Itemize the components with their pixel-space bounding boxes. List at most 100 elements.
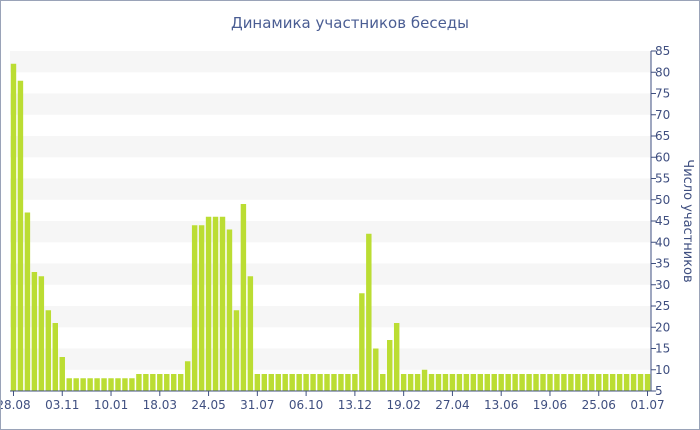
bar	[219, 216, 226, 391]
bar	[275, 374, 281, 391]
bar	[540, 374, 546, 391]
bar	[609, 374, 616, 391]
bar	[129, 378, 135, 391]
y-axis-label: Число участников	[680, 159, 695, 282]
y-tick-label: 80	[655, 65, 670, 79]
bar	[122, 378, 128, 391]
bar	[554, 374, 560, 391]
bar	[303, 374, 309, 391]
y-tick-label: 60	[655, 150, 670, 164]
x-tick-label: 10.01	[94, 398, 128, 412]
bar	[414, 374, 421, 391]
x-tick-label: 19.02	[386, 398, 420, 412]
bar	[226, 229, 233, 391]
bar	[505, 374, 511, 391]
bar	[387, 340, 393, 391]
y-tick-label: 65	[655, 129, 670, 143]
grid-band	[10, 51, 651, 73]
bar	[80, 378, 86, 391]
bar	[205, 216, 212, 391]
x-tick-label: 31.07	[240, 398, 274, 412]
x-tick-label: 06.10	[289, 398, 323, 412]
bar	[568, 374, 574, 391]
bar	[589, 374, 595, 391]
bar	[38, 276, 45, 391]
bar	[630, 374, 637, 391]
chart-title: Динамика участников беседы	[231, 14, 469, 32]
bar	[575, 374, 581, 391]
bar	[400, 374, 407, 391]
bar	[282, 374, 288, 391]
bar	[254, 374, 261, 391]
grid-bands	[10, 51, 651, 370]
bar	[240, 204, 247, 391]
bar	[547, 374, 553, 391]
bar	[73, 378, 79, 391]
bar	[331, 374, 337, 391]
bar	[24, 212, 31, 391]
bar	[345, 374, 351, 391]
bar	[366, 233, 372, 391]
x-tick-label: 13.12	[338, 398, 372, 412]
grid-band	[10, 348, 651, 370]
bar	[296, 374, 302, 391]
x-tick-label: 27.04	[435, 398, 469, 412]
bar	[52, 323, 58, 391]
bar	[87, 378, 93, 391]
y-tick-label: 30	[655, 278, 670, 292]
y-tick-label: 15	[655, 342, 670, 356]
bar	[59, 357, 65, 391]
bar	[498, 374, 504, 391]
y-tick-label: 75	[655, 87, 670, 101]
bar	[519, 374, 525, 391]
x-tick-label: 28.08	[1, 398, 31, 412]
bar	[177, 374, 184, 391]
x-tick-label: 24.05	[191, 398, 225, 412]
bar	[533, 374, 539, 391]
bar	[94, 378, 100, 391]
bar	[456, 374, 463, 391]
bar	[289, 374, 295, 391]
bar	[380, 374, 386, 391]
bar	[45, 310, 52, 391]
y-tick-label: 20	[655, 320, 670, 334]
bar	[393, 323, 400, 391]
bar	[491, 374, 497, 391]
y-tick-label: 10	[655, 363, 670, 377]
bar	[644, 374, 651, 391]
bar	[616, 374, 623, 391]
bar	[108, 378, 114, 391]
bar	[184, 361, 191, 391]
y-axis-ticks: 5 10 15 20 25 30 35 40 45 50 55 60 65 70 75 80 85	[651, 44, 670, 398]
bar	[101, 378, 107, 391]
bar	[164, 374, 170, 391]
bar	[421, 369, 428, 391]
bar	[338, 374, 344, 391]
bar	[191, 225, 198, 391]
bar	[359, 293, 365, 391]
bars	[10, 63, 651, 391]
y-tick-label: 55	[655, 172, 670, 186]
bar	[582, 374, 588, 391]
y-tick-label: 5	[655, 384, 663, 398]
bar	[637, 374, 644, 391]
grid-band	[10, 306, 651, 328]
bar	[143, 374, 149, 391]
x-tick-label: 19.06	[533, 398, 567, 412]
x-tick-label: 13.06	[484, 398, 518, 412]
x-tick-label: 03.11	[45, 398, 79, 412]
bar	[212, 216, 219, 391]
bar	[233, 310, 240, 391]
grid-band	[10, 221, 651, 243]
bar	[484, 374, 490, 391]
bar	[407, 374, 414, 391]
y-tick-label: 35	[655, 257, 670, 271]
y-tick-label: 70	[655, 108, 670, 122]
bar	[442, 374, 449, 391]
bar	[247, 276, 254, 391]
bar	[449, 374, 456, 391]
bar	[268, 374, 274, 391]
bar	[310, 374, 316, 391]
